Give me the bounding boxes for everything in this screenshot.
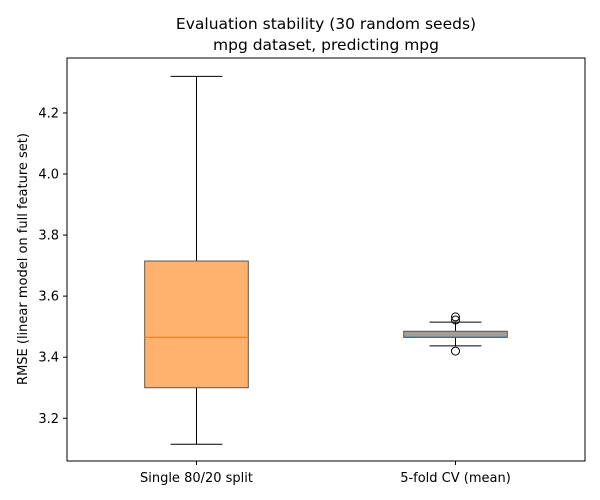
y-axis-label: RMSE (linear model on full feature set) (16, 133, 31, 385)
box-iqr (144, 260, 249, 389)
chart-subtitle: mpg dataset, predicting mpg (213, 36, 439, 54)
y-tick-label: 4.0 (38, 168, 59, 183)
y-tick-label: 4.2 (38, 106, 59, 121)
chart-title: Evaluation stability (30 random seeds) (176, 15, 476, 33)
outlier-point (451, 315, 460, 325)
x-tick-label: Single 80/20 split (140, 471, 253, 486)
y-tick-label: 3.6 (38, 290, 59, 305)
outlier-point (451, 312, 460, 322)
box-iqr (403, 330, 508, 338)
y-tick-label: 3.2 (38, 412, 59, 427)
outlier-point (451, 346, 460, 356)
y-tick-label: 3.8 (38, 229, 59, 244)
plot-frame (66, 57, 586, 462)
y-tick-label: 3.4 (38, 351, 59, 366)
x-tick-label: 5-fold CV (mean) (400, 471, 511, 486)
plot-area: 3.2 3.4 3.6 3.8 4.0 4.2 Single 80/20 split 5-fo… (38, 75, 511, 486)
